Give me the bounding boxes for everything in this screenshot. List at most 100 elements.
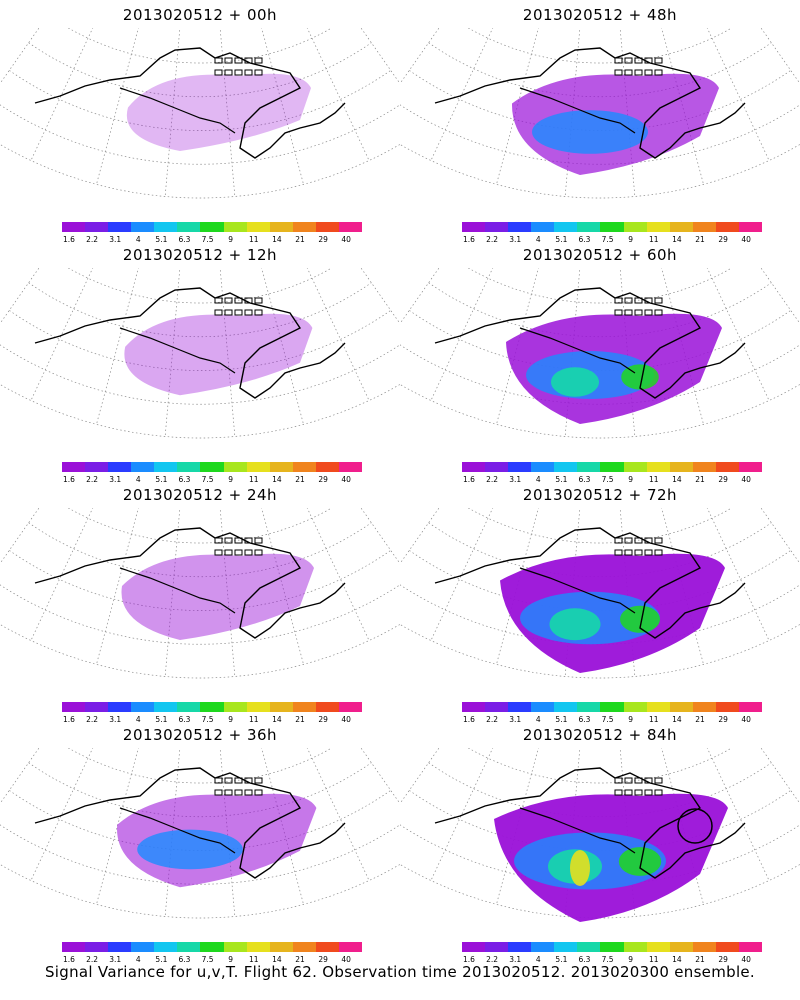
colorbar-segment [692, 222, 716, 232]
colorbar-segment [315, 942, 339, 952]
latitude-line [0, 623, 400, 679]
colorbar-segment [62, 942, 86, 952]
colorbar-tick-label: 5.1 [155, 715, 168, 724]
forecast-panel: 2013020512 + 00h 1.6 2.2 3.1 4 5.1 6.3 7.5 9 11 14… [0, 0, 400, 244]
island [634, 297, 643, 304]
meridian-line [400, 748, 440, 805]
island [244, 537, 253, 544]
colorbar-tick-label: 14 [272, 475, 282, 484]
coastline [519, 87, 636, 134]
latitude-line [400, 623, 800, 679]
island [654, 69, 663, 76]
latitude-line [428, 762, 772, 818]
variance-field [506, 313, 722, 424]
island [644, 309, 653, 316]
colorbar-segment [131, 222, 155, 232]
island [614, 777, 623, 784]
colorbar-tick-label: 21 [695, 715, 705, 724]
colorbar-tick-label: 4 [535, 235, 541, 244]
colorbar-tick-label: 21 [695, 475, 705, 484]
colorbar-tick-label: 3.1 [509, 715, 522, 724]
meridian-line [430, 508, 494, 641]
island [624, 789, 633, 796]
colorbar-segment [85, 222, 109, 232]
meridian-line [96, 748, 139, 905]
meridian-line [760, 748, 800, 805]
variance-field [117, 793, 317, 888]
colorbar-tick-label: 29 [718, 955, 728, 964]
meridian-line [496, 28, 539, 185]
latitude-line [409, 550, 791, 611]
latitude-line [28, 42, 372, 98]
colorbar-tick-label: 5.1 [155, 475, 168, 484]
forecast-panel: 2013020512 + 12h 1.6 2.2 3.1 4 5.1 6.3 7.5 9 11 14… [0, 240, 400, 484]
colorbar-tick-label: 6.3 [178, 235, 191, 244]
colorbar-segment [600, 462, 624, 472]
colorbar-segment [177, 942, 201, 952]
island [234, 777, 243, 784]
variance-field [124, 313, 313, 396]
colorbar-segment [508, 702, 532, 712]
colorbar-tick-label: 7.5 [601, 715, 614, 724]
colorbar-segment [462, 462, 486, 472]
colorbar-tick-label: 29 [718, 715, 728, 724]
colorbar-tick-label: 1.6 [63, 715, 75, 724]
coastline [119, 87, 236, 134]
latitude-line [28, 282, 372, 338]
colorbar-tick-label: 4 [135, 715, 141, 724]
island [654, 789, 663, 796]
colorbar-segment [531, 702, 555, 712]
colorbar-segment [485, 222, 509, 232]
island [624, 297, 633, 304]
latitude-line [0, 824, 400, 885]
colorbar-segment [223, 702, 247, 712]
colorbar-segment [738, 462, 763, 472]
colorbar-segment [269, 702, 293, 712]
colorbar-segment [462, 702, 486, 712]
colorbar-tick-label: 2.2 [486, 475, 499, 484]
meridian-line [306, 28, 370, 161]
colorbar-segment [485, 462, 509, 472]
colorbar-segment [554, 222, 578, 232]
colorbar-tick-label: 5.1 [155, 235, 168, 244]
colorbar-segment [669, 702, 693, 712]
colorbar-segment [715, 222, 739, 232]
latitude-line [67, 268, 333, 304]
island [624, 309, 633, 316]
island [654, 297, 663, 304]
island [624, 537, 633, 544]
colorbar-segment [554, 702, 578, 712]
meridian-line [360, 748, 400, 805]
panel-title: 2013020512 + 24h [122, 486, 278, 504]
forecast-panel: 2013020512 + 36h 1.6 2.2 3.1 4 5.1 6.3 7.5 9 11 14… [0, 720, 400, 964]
colorbar-tick-label: 2.2 [86, 235, 99, 244]
colorbar [62, 462, 363, 472]
colorbar-tick-label: 11 [249, 955, 259, 964]
colorbar-segment [315, 462, 339, 472]
colorbar-tick-label: 6.3 [578, 235, 591, 244]
island [654, 537, 663, 544]
colorbar-segment [62, 702, 86, 712]
meridian-line [360, 508, 400, 565]
meridian-line [496, 268, 539, 425]
colorbar-tick-label: 21 [295, 715, 305, 724]
island [614, 549, 623, 556]
colorbar-segment [600, 222, 624, 232]
island [644, 69, 653, 76]
colorbar [62, 702, 363, 712]
island [234, 309, 243, 316]
colorbar-tick-label: 40 [741, 715, 751, 724]
colorbar-tick-label: 6.3 [178, 715, 191, 724]
variance-field [126, 73, 311, 151]
colorbar-tick-label: 3.1 [509, 235, 522, 244]
island [234, 549, 243, 556]
meridian-line [496, 748, 539, 905]
colorbar-tick-label: 11 [649, 955, 659, 964]
colorbar-tick-label: 5.1 [555, 475, 568, 484]
colorbar-tick-label: 9 [628, 715, 634, 724]
colorbar-tick-label: 2.2 [486, 955, 499, 964]
colorbar-tick-label: 7.5 [201, 715, 214, 724]
latitude-line [400, 584, 800, 645]
colorbar-tick-label: 9 [228, 235, 234, 244]
meridian-line [706, 508, 770, 641]
